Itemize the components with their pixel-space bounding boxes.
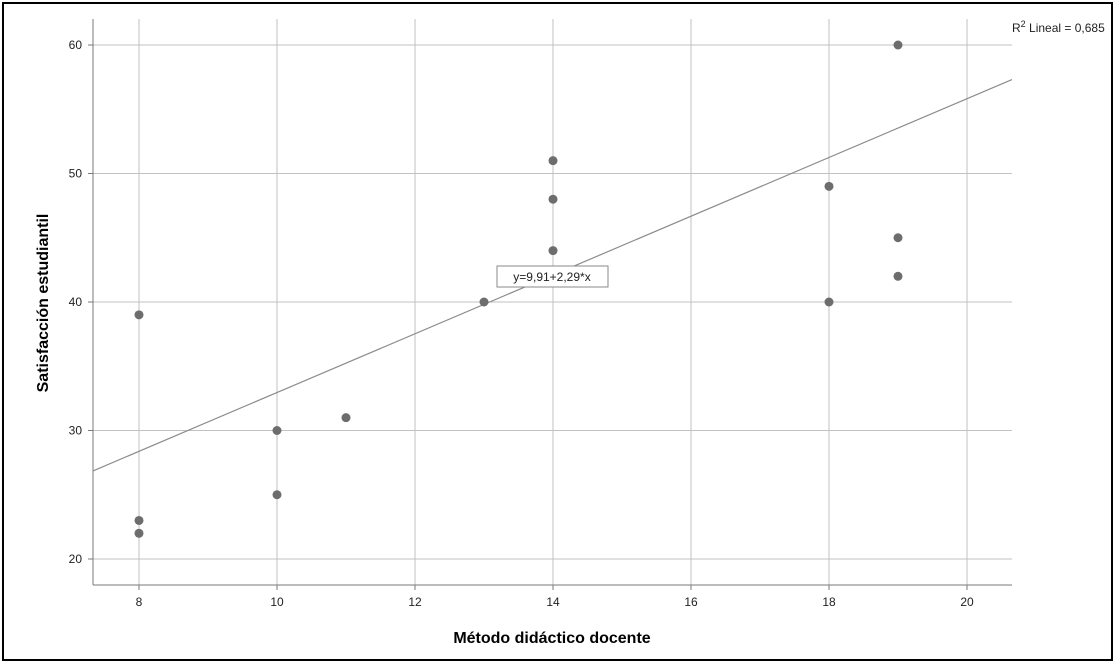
y-tick-label: 50 (69, 167, 83, 181)
x-tick-label: 16 (684, 595, 698, 609)
data-point (824, 181, 834, 191)
data-points (134, 40, 903, 538)
data-point (479, 297, 489, 307)
equation-box (496, 265, 609, 288)
data-point (548, 194, 558, 204)
gridlines (93, 19, 1012, 585)
data-point (548, 246, 558, 256)
data-point (548, 156, 558, 166)
y-axis-title: Satisfacción estudiantil (35, 214, 52, 393)
y-tick-label: 60 (69, 38, 83, 52)
r2-superscript: 2 (1021, 19, 1026, 29)
data-point (134, 528, 144, 538)
data-point (893, 40, 903, 50)
data-point (893, 233, 903, 243)
x-tick-label: 10 (270, 595, 284, 609)
y-tick-labels: 20 30 40 50 60 (69, 38, 83, 566)
x-tick-label: 18 (822, 595, 836, 609)
data-point (893, 271, 903, 281)
y-tick-label: 30 (69, 424, 83, 438)
r2-value: Lineal = 0,685 (1026, 21, 1105, 35)
data-point (134, 515, 144, 525)
equation-label: y=9,91+2,29*x (496, 265, 609, 288)
data-point (272, 426, 282, 435)
r2-prefix: R (1012, 21, 1021, 35)
x-tick-label: 20 (960, 595, 974, 609)
x-tick-labels: 8 10 12 14 16 18 20 (136, 595, 974, 609)
r2-label: R2 Lineal = 0,685 (1012, 19, 1105, 35)
equation-text: y=9,91+2,29*x (513, 270, 590, 284)
x-tick-label: 12 (408, 595, 422, 609)
data-point (134, 310, 144, 320)
data-point (341, 413, 351, 423)
data-point (824, 297, 834, 307)
x-tick-label: 8 (136, 595, 143, 609)
x-tick-label: 14 (546, 595, 560, 609)
axes (88, 19, 1012, 590)
y-tick-label: 20 (69, 552, 83, 566)
x-axis-title: Método didáctico docente (453, 630, 650, 647)
y-tick-label: 40 (69, 295, 83, 309)
data-point (272, 490, 282, 500)
